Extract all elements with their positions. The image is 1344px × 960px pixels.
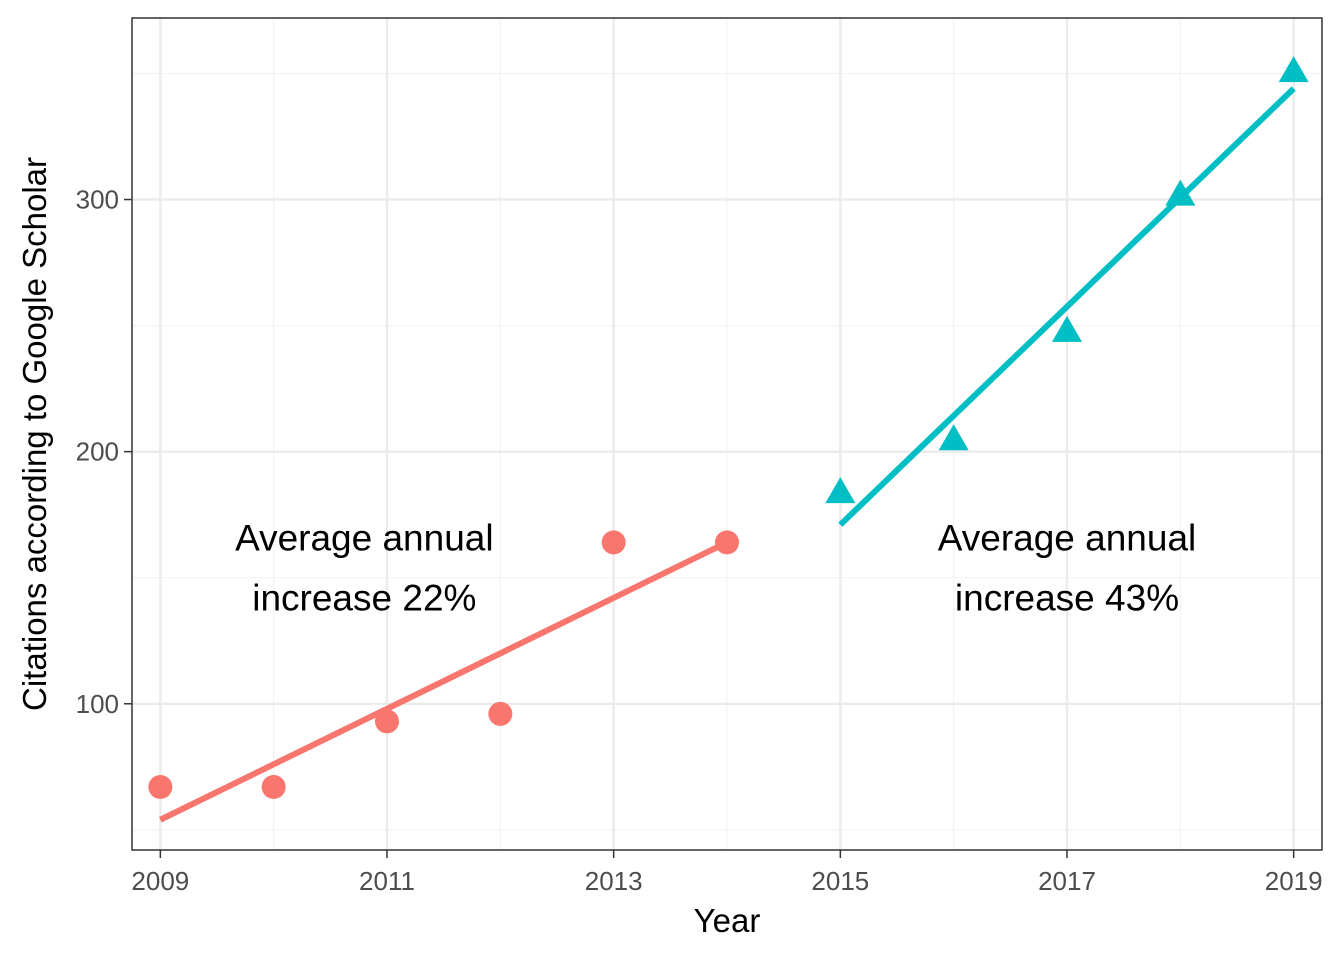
data-point-circle bbox=[375, 709, 399, 734]
data-point-circle bbox=[261, 774, 286, 799]
annotation-text: increase 22% bbox=[252, 578, 476, 619]
annotation-text: Average annual bbox=[938, 518, 1197, 559]
annotation-text: Average annual bbox=[235, 518, 494, 559]
data-points bbox=[148, 56, 1309, 799]
y-axis-title: Citations according to Google Scholar bbox=[16, 157, 53, 711]
x-tick-label: 2013 bbox=[585, 866, 643, 896]
data-point-triangle bbox=[1278, 56, 1309, 83]
data-point-circle bbox=[601, 530, 626, 555]
trend-line-series-1 bbox=[159, 539, 729, 823]
major-gridlines bbox=[132, 18, 1322, 850]
x-tick-label: 2017 bbox=[1038, 866, 1096, 896]
x-tick-label: 2009 bbox=[131, 866, 189, 896]
data-point-triangle bbox=[1052, 315, 1082, 342]
y-axis: 100 200 300 bbox=[76, 185, 132, 719]
data-point-circle bbox=[715, 530, 739, 555]
x-tick-label: 2011 bbox=[359, 866, 415, 896]
annotation-text: increase 43% bbox=[955, 578, 1179, 619]
panel-border bbox=[131, 17, 1323, 851]
x-tick-label: 2019 bbox=[1265, 866, 1323, 896]
data-point-triangle bbox=[1165, 179, 1196, 206]
data-point-triangle bbox=[938, 424, 969, 451]
trend-line-series-2 bbox=[838, 86, 1296, 527]
annotations: Average annual increase 22% Average annual… bbox=[235, 518, 1196, 619]
data-point-circle bbox=[148, 774, 173, 799]
x-tick-label: 2015 bbox=[811, 866, 869, 896]
y-tick-label: 100 bbox=[76, 689, 119, 719]
y-tick-label: 300 bbox=[76, 185, 119, 215]
x-axis: 2009 2011 2013 2015 2017 2019 bbox=[131, 850, 1323, 896]
minor-gridlines bbox=[132, 18, 1322, 850]
data-point-triangle bbox=[825, 477, 856, 504]
trend-lines bbox=[159, 86, 1296, 823]
x-axis-title: Year bbox=[694, 902, 761, 939]
y-tick-label: 200 bbox=[76, 437, 119, 467]
data-point-circle bbox=[488, 701, 513, 726]
